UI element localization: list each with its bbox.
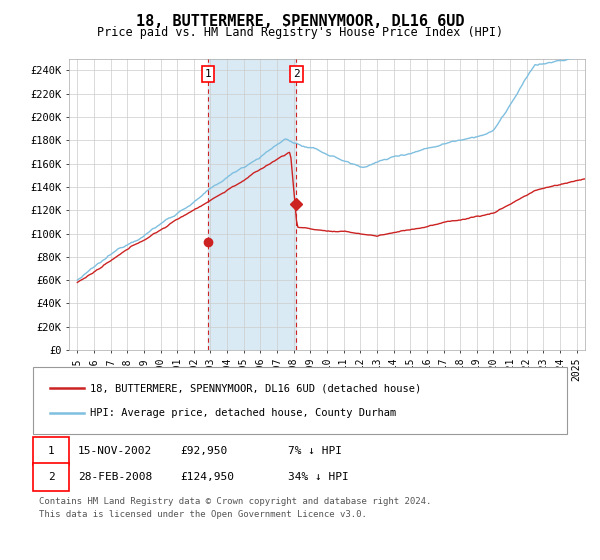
Text: Contains HM Land Registry data © Crown copyright and database right 2024.: Contains HM Land Registry data © Crown c… xyxy=(39,497,431,506)
Text: 7% ↓ HPI: 7% ↓ HPI xyxy=(288,446,342,456)
Text: 2: 2 xyxy=(47,472,55,482)
Text: £92,950: £92,950 xyxy=(180,446,227,456)
Text: £124,950: £124,950 xyxy=(180,472,234,482)
Text: 1: 1 xyxy=(47,446,55,456)
Text: 34% ↓ HPI: 34% ↓ HPI xyxy=(288,472,349,482)
Text: 18, BUTTERMERE, SPENNYMOOR, DL16 6UD (detached house): 18, BUTTERMERE, SPENNYMOOR, DL16 6UD (de… xyxy=(90,383,421,393)
Text: Price paid vs. HM Land Registry's House Price Index (HPI): Price paid vs. HM Land Registry's House … xyxy=(97,26,503,39)
Text: HPI: Average price, detached house, County Durham: HPI: Average price, detached house, Coun… xyxy=(90,408,396,418)
Text: 15-NOV-2002: 15-NOV-2002 xyxy=(78,446,152,456)
Text: 28-FEB-2008: 28-FEB-2008 xyxy=(78,472,152,482)
Text: 1: 1 xyxy=(205,69,212,79)
Text: 18, BUTTERMERE, SPENNYMOOR, DL16 6UD: 18, BUTTERMERE, SPENNYMOOR, DL16 6UD xyxy=(136,14,464,29)
Bar xyxy=(208,59,296,350)
Text: 2: 2 xyxy=(293,69,300,79)
Text: This data is licensed under the Open Government Licence v3.0.: This data is licensed under the Open Gov… xyxy=(39,510,367,519)
